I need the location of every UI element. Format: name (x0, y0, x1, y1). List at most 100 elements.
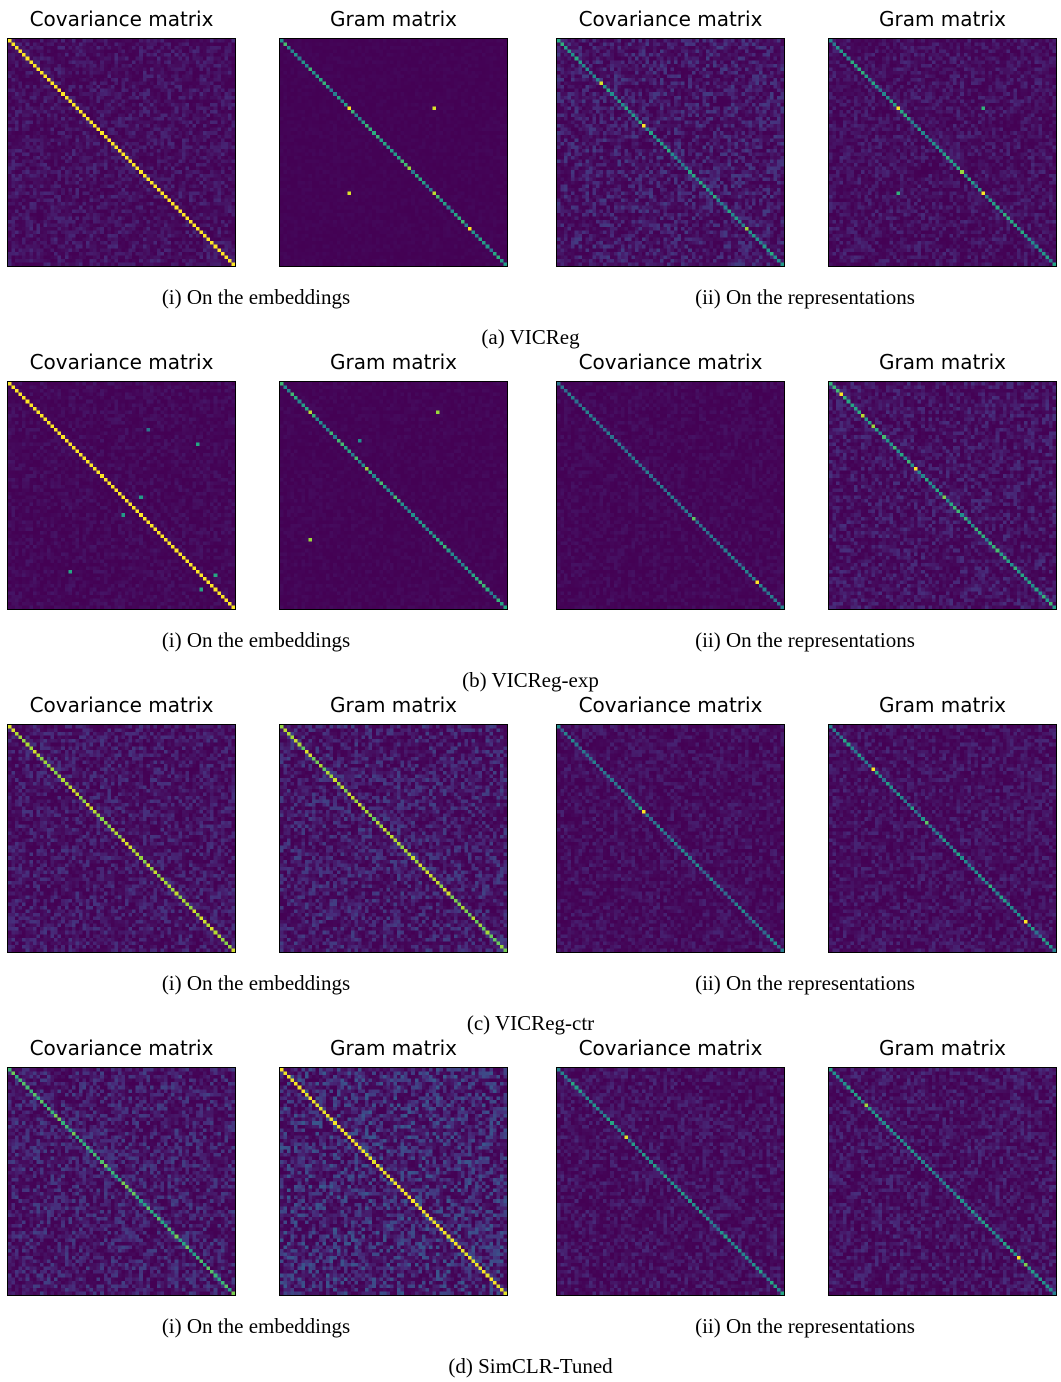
heatmap-cell (178, 46, 182, 50)
heatmap-cell (26, 145, 30, 149)
heatmap-cell (61, 67, 65, 71)
heatmap-cell (171, 71, 175, 75)
heatmap-cell (323, 71, 327, 75)
heatmap-cell (168, 184, 172, 188)
heatmap-cell (326, 43, 330, 47)
heatmap-cell (22, 145, 26, 149)
heatmap-cell (33, 160, 37, 164)
heatmap-cell (210, 220, 214, 224)
heatmap-cell (139, 174, 143, 178)
heatmap-cell (157, 113, 161, 117)
heatmap-cell (114, 163, 118, 167)
heatmap-cell (104, 153, 108, 157)
heatmap-cell (100, 216, 104, 220)
heatmap-cell (93, 103, 97, 107)
heatmap-cell (486, 78, 490, 82)
heatmap-cell (122, 121, 126, 125)
heatmap-cell (291, 74, 295, 78)
heatmap-cell (79, 99, 83, 103)
heatmap-cell (65, 231, 69, 235)
heatmap-cell (107, 262, 111, 266)
heatmap-cell (217, 259, 221, 263)
heatmap-cell (404, 74, 408, 78)
heatmap-cell (22, 43, 26, 47)
heatmap-cell (118, 209, 122, 213)
heatmap-cell (214, 110, 218, 114)
heatmap-cell (305, 71, 309, 75)
heatmap-cell (104, 199, 108, 203)
heatmap-cell (132, 145, 136, 149)
heatmap-cell (203, 181, 207, 185)
heatmap-cell (107, 259, 111, 263)
heatmap-cell (114, 248, 118, 252)
heatmap-cell (164, 234, 168, 238)
heatmap-cell (79, 39, 83, 43)
heatmap-cell (79, 223, 83, 227)
heatmap-cell (118, 206, 122, 210)
heatmap-cell (29, 121, 33, 125)
heatmap-cell (100, 92, 104, 96)
heatmap-cell (221, 106, 225, 110)
heatmap-cell (284, 82, 288, 86)
heatmap-cell (114, 99, 118, 103)
heatmap-cell (104, 206, 108, 210)
heatmap-cell (79, 131, 83, 135)
heatmap-cell (376, 46, 380, 50)
heatmap-cell (12, 103, 16, 107)
heatmap-cell (29, 96, 33, 100)
heatmap-cell (347, 85, 351, 89)
heatmap-cell (207, 53, 211, 57)
heatmap-cell (503, 50, 507, 54)
heatmap-cell (153, 121, 157, 125)
heatmap-cell (210, 227, 214, 231)
heatmap-cell (104, 255, 108, 259)
heatmap-cell (440, 57, 444, 61)
heatmap-cell (90, 64, 94, 68)
heatmap-cell (228, 117, 232, 121)
heatmap-cell (12, 199, 16, 203)
heatmap-cell (369, 57, 373, 61)
heatmap-cell (175, 103, 179, 107)
heatmap-cell (104, 192, 108, 196)
heatmap-cell (192, 156, 196, 160)
heatmap-cell (153, 174, 157, 178)
heatmap-cell (19, 145, 23, 149)
heatmap-cell (15, 82, 19, 86)
heatmap-cell (118, 128, 122, 132)
heatmap-cell (157, 64, 161, 68)
heatmap-cell (383, 74, 387, 78)
heatmap-cell (192, 174, 196, 178)
heatmap-cell (104, 60, 108, 64)
heatmap-cell (326, 71, 330, 75)
heatmap-cell (19, 255, 23, 259)
heatmap-cell (298, 67, 302, 71)
heatmap-cell (122, 252, 126, 256)
heatmap-cell (175, 184, 179, 188)
heatmap-cell (93, 145, 97, 149)
heatmap-cell (207, 195, 211, 199)
heatmap-cell (122, 245, 126, 249)
heatmap-cell (362, 67, 366, 71)
heatmap-cell (450, 60, 454, 64)
heatmap-cell (443, 43, 447, 47)
heatmap-cell (82, 199, 86, 203)
heatmap-cell (464, 85, 468, 89)
heatmap-cell (150, 60, 154, 64)
heatmap-cell (36, 167, 40, 171)
heatmap-cell (196, 181, 200, 185)
heatmap-cell (72, 39, 76, 43)
heatmap-cell (72, 199, 76, 203)
heatmap-cell (185, 252, 189, 256)
heatmap-cell (401, 64, 405, 68)
heatmap-cell (221, 121, 225, 125)
heatmap-cell (43, 53, 47, 57)
heatmap-cell (185, 202, 189, 206)
heatmap-cell (100, 117, 104, 121)
heatmap-cell (100, 53, 104, 57)
heatmap-cell (122, 99, 126, 103)
heatmap-cell (29, 174, 33, 178)
heatmap-cell (157, 231, 161, 235)
heatmap-cell (136, 238, 140, 242)
heatmap-cell (210, 259, 214, 263)
heatmap-cell (150, 78, 154, 82)
